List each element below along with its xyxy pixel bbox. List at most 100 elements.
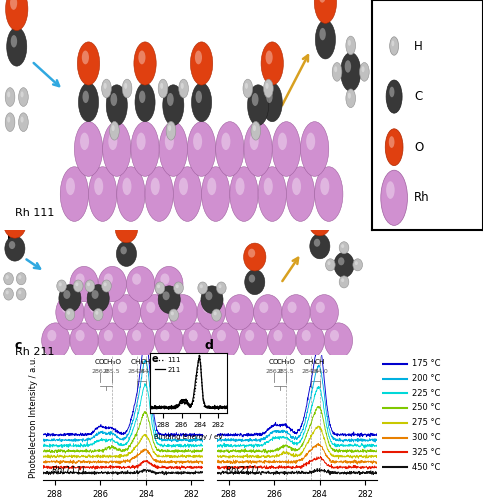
Circle shape — [7, 116, 10, 122]
Circle shape — [261, 42, 284, 85]
Circle shape — [179, 79, 188, 98]
Text: Rh(211): Rh(211) — [225, 466, 259, 474]
Circle shape — [330, 330, 339, 341]
Circle shape — [93, 308, 103, 320]
Circle shape — [179, 178, 188, 195]
Circle shape — [320, 178, 329, 195]
Circle shape — [59, 282, 62, 286]
Circle shape — [236, 178, 244, 195]
Text: 285.5: 285.5 — [103, 369, 121, 374]
Text: C: C — [414, 90, 422, 103]
Circle shape — [84, 294, 113, 330]
Circle shape — [5, 88, 15, 106]
Circle shape — [310, 294, 339, 330]
Circle shape — [314, 0, 337, 24]
Circle shape — [103, 83, 107, 89]
Circle shape — [169, 294, 197, 330]
Circle shape — [251, 122, 261, 140]
Circle shape — [355, 261, 358, 265]
Circle shape — [4, 288, 14, 300]
Circle shape — [338, 258, 344, 266]
Circle shape — [103, 122, 131, 176]
Circle shape — [138, 50, 145, 64]
Circle shape — [103, 282, 107, 286]
Circle shape — [104, 330, 113, 341]
Circle shape — [127, 266, 155, 302]
Circle shape — [165, 132, 174, 150]
Circle shape — [245, 270, 265, 294]
Text: 325 °C: 325 °C — [412, 448, 440, 457]
Text: O: O — [414, 140, 424, 153]
Circle shape — [101, 280, 112, 292]
Circle shape — [314, 167, 343, 222]
Circle shape — [391, 40, 394, 46]
Circle shape — [157, 284, 160, 288]
Circle shape — [74, 122, 103, 176]
Circle shape — [19, 113, 28, 132]
Circle shape — [310, 234, 330, 259]
211 — [224, 404, 230, 410]
Circle shape — [155, 282, 165, 294]
Circle shape — [158, 79, 168, 98]
Text: H: H — [414, 40, 423, 52]
Circle shape — [160, 330, 170, 341]
Circle shape — [4, 272, 14, 285]
111 — [156, 404, 162, 409]
Circle shape — [205, 292, 213, 300]
Circle shape — [61, 302, 71, 313]
Circle shape — [16, 272, 26, 285]
Text: 284.0: 284.0 — [137, 369, 155, 374]
Y-axis label: Photoelectron Intensity / a.u.: Photoelectron Intensity / a.u. — [29, 356, 38, 478]
Circle shape — [169, 309, 179, 321]
Circle shape — [168, 125, 171, 131]
Circle shape — [106, 85, 128, 126]
211 — [215, 406, 221, 412]
Circle shape — [16, 288, 26, 300]
Circle shape — [116, 242, 137, 266]
211 — [203, 403, 209, 409]
Circle shape — [258, 167, 286, 222]
Circle shape — [313, 214, 320, 222]
Circle shape — [266, 83, 269, 89]
Circle shape — [87, 282, 90, 286]
Circle shape — [341, 52, 361, 92]
Circle shape — [151, 178, 160, 195]
Circle shape — [141, 294, 169, 330]
Circle shape — [155, 266, 183, 302]
Circle shape — [245, 330, 254, 341]
Circle shape — [334, 66, 337, 72]
Circle shape — [98, 266, 127, 302]
Text: 200 °C: 200 °C — [412, 374, 440, 383]
Circle shape — [361, 66, 365, 72]
Circle shape — [56, 294, 84, 330]
211 — [196, 358, 201, 364]
Text: Rh: Rh — [414, 192, 430, 204]
Circle shape — [6, 290, 9, 294]
Circle shape — [113, 294, 141, 330]
111 — [196, 358, 201, 364]
Circle shape — [19, 88, 28, 106]
Circle shape — [90, 302, 99, 313]
Circle shape — [85, 280, 95, 292]
Circle shape — [132, 330, 141, 341]
Circle shape — [389, 136, 395, 148]
Circle shape — [135, 83, 155, 122]
Circle shape — [120, 246, 127, 254]
Legend: 111, 211: 111, 211 — [153, 356, 182, 374]
Circle shape — [173, 167, 201, 222]
Circle shape — [197, 294, 226, 330]
Circle shape — [309, 208, 331, 236]
Circle shape — [346, 89, 355, 108]
Text: e: e — [152, 354, 159, 364]
Circle shape — [92, 290, 99, 299]
Circle shape — [193, 132, 202, 150]
Text: CH: CH — [141, 358, 151, 364]
Circle shape — [286, 167, 314, 222]
Circle shape — [264, 79, 273, 98]
Circle shape — [346, 36, 355, 55]
211 — [197, 352, 202, 358]
Text: a: a — [7, 7, 16, 20]
Circle shape — [70, 323, 98, 358]
Circle shape — [345, 60, 351, 72]
Circle shape — [146, 302, 155, 313]
